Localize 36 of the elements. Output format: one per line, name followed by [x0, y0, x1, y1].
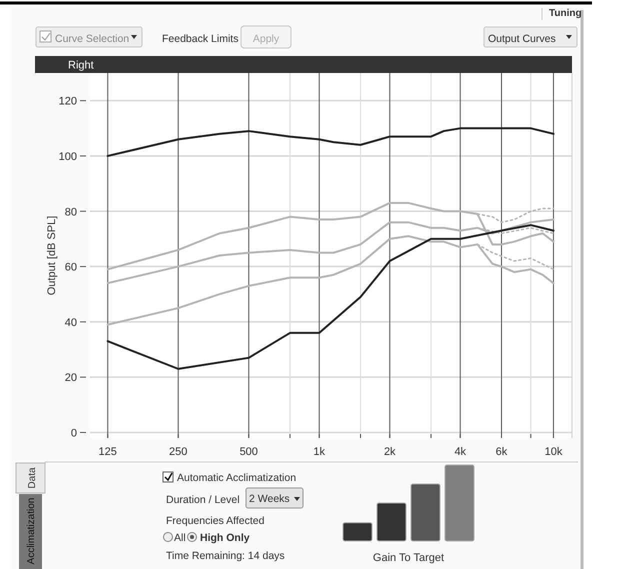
text: Tuning [549, 8, 582, 19]
y-tick-label: 20 [64, 372, 77, 384]
text: Duration / Level [166, 494, 240, 506]
text: Curve Selection [55, 33, 130, 45]
text: Output Curves [488, 33, 556, 45]
y-tick-label: 40 [64, 316, 77, 329]
x-tick-label: 1k [313, 446, 326, 458]
bar [376, 502, 406, 542]
text: All [174, 532, 186, 544]
bar [444, 464, 474, 542]
bar [410, 484, 440, 542]
y-tick-label: 80 [64, 206, 77, 218]
y-tick-label: 60 [64, 262, 77, 274]
text: Apply [252, 33, 280, 45]
text: Data [27, 467, 38, 489]
text: Frequencies Affected [166, 515, 265, 527]
x-tick-label: 6k [496, 446, 508, 458]
chart-title: Right [68, 60, 94, 72]
y-tick-label: 120 [58, 96, 77, 108]
x-tick-label: 250 [169, 446, 188, 458]
x-axis-title: Gain To Target [372, 552, 444, 564]
x-tick-label: 500 [240, 446, 258, 458]
x-tick-label: 4k [454, 446, 467, 458]
text: Time Remaining: 14 days [166, 550, 285, 562]
x-tick-label: 125 [98, 446, 117, 458]
text: Automatic Acclimatization [177, 472, 296, 484]
y-tick-label: 100 [58, 150, 77, 163]
x-tick-label: 2k [384, 446, 396, 458]
text: Feedback Limits [162, 33, 238, 45]
text: 2 Weeks [249, 493, 290, 505]
y-tick-label: 0 [70, 427, 77, 440]
bar [342, 522, 372, 542]
text: High Only [200, 532, 250, 544]
y-axis-title: Output [dB SPL] [46, 216, 58, 296]
text: Acclimatization [26, 498, 37, 564]
x-tick-label: 10k [544, 446, 563, 458]
